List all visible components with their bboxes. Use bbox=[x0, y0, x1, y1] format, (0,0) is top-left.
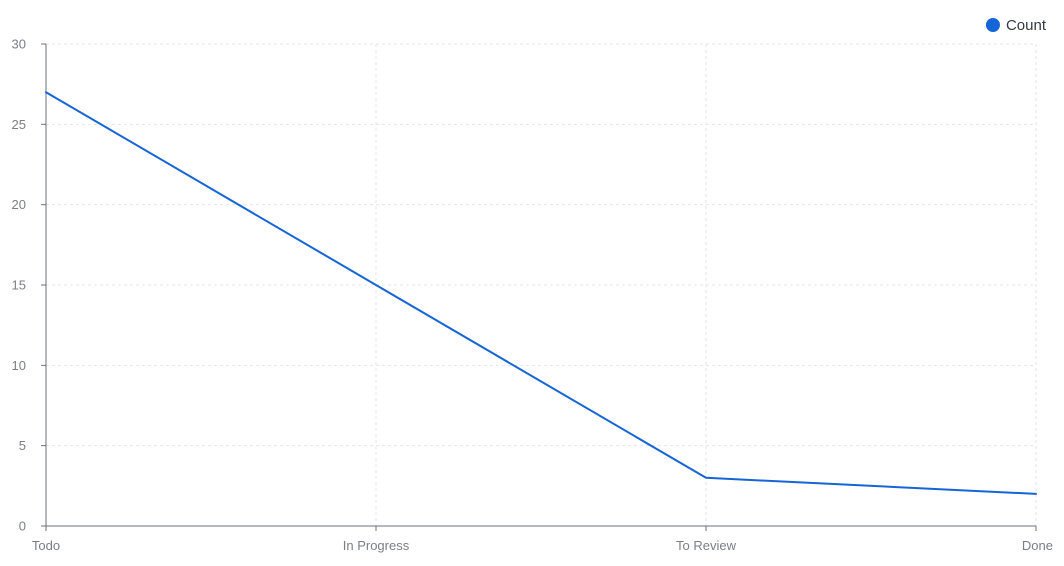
y-tick-label: 5 bbox=[19, 438, 26, 453]
legend-label: Count bbox=[1006, 17, 1047, 34]
series-line-count[interactable] bbox=[45, 91, 1037, 495]
x-tick-label: Todo bbox=[32, 538, 60, 553]
legend[interactable]: Count bbox=[985, 17, 1047, 34]
x-tick-label: Done bbox=[1022, 538, 1053, 553]
y-tick-label: 20 bbox=[12, 197, 26, 212]
legend-marker-icon[interactable] bbox=[985, 18, 1000, 32]
y-tick-label: 10 bbox=[12, 358, 26, 373]
series-layer bbox=[42, 88, 1040, 498]
grid bbox=[46, 43, 1037, 526]
x-tick-label: To Review bbox=[676, 538, 737, 553]
data-point[interactable] bbox=[372, 281, 380, 289]
data-point[interactable] bbox=[1032, 490, 1040, 498]
x-tick-label: In Progress bbox=[343, 538, 410, 553]
data-point[interactable] bbox=[702, 474, 710, 482]
y-tick-label: 30 bbox=[12, 37, 26, 52]
y-tick-label: 15 bbox=[12, 278, 26, 293]
axes: 0 5 10 15 20 25 30 Todo In Progress To Review Done bbox=[12, 37, 1053, 554]
y-tick-label: 0 bbox=[19, 519, 26, 534]
y-tick-label: 25 bbox=[12, 117, 26, 132]
data-point[interactable] bbox=[42, 88, 50, 96]
